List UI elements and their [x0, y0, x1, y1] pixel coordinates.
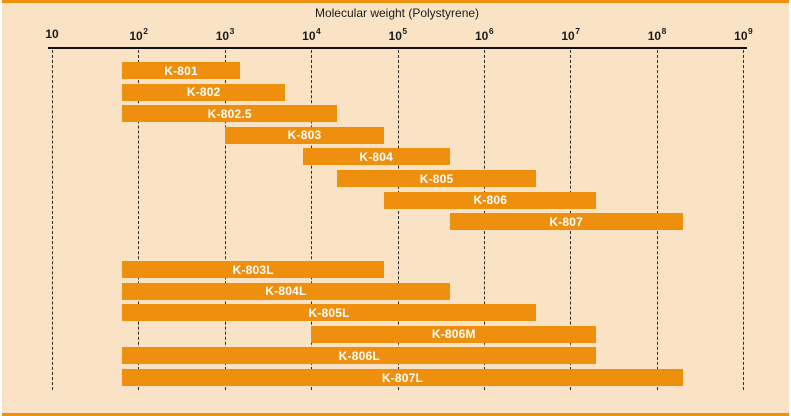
x-tick-label: 106 — [474, 26, 494, 43]
gridline — [224, 50, 226, 390]
range-bar-k-804l: K-804L — [122, 282, 450, 300]
gridline — [397, 50, 399, 390]
range-bar-k-804: K-804 — [302, 148, 450, 166]
chart-title: Molecular weight (Polystyrene) — [314, 6, 480, 20]
range-bar-k-806: K-806 — [384, 191, 597, 209]
bar-label: K-802.5 — [207, 106, 252, 121]
range-bar-k-805l: K-805L — [122, 304, 536, 322]
bar-label: K-807 — [549, 214, 584, 229]
bar-label: K-806M — [431, 327, 476, 342]
range-bar-k-802: K-802 — [122, 83, 286, 101]
bar-label: K-804L — [265, 284, 307, 299]
x-tick-label: 108 — [647, 26, 667, 43]
x-tick-label: 105 — [388, 26, 408, 43]
range-bar-k-807: K-807 — [449, 213, 683, 231]
bar-label: K-805L — [308, 305, 350, 320]
x-tick-label: 103 — [215, 26, 235, 43]
x-tick-label: 107 — [561, 26, 580, 43]
gridline — [743, 50, 745, 390]
gridline — [311, 50, 313, 390]
bar-label: K-806L — [338, 348, 380, 363]
gridline — [138, 50, 140, 390]
range-bar-k-803: K-803 — [224, 126, 385, 144]
top-border-strip — [2, 0, 789, 3]
range-bar-k-805: K-805 — [337, 170, 536, 187]
bar-label: K-806 — [473, 193, 508, 208]
x-tick-label: 10 — [45, 27, 59, 41]
bar-label: K-804 — [359, 149, 394, 164]
x-axis-line — [48, 47, 747, 49]
x-tick-label: 109 — [734, 26, 753, 43]
range-bar-k-802.5: K-802.5 — [122, 105, 338, 123]
range-bar-k-806m: K-806M — [311, 325, 597, 343]
range-bar-k-803l: K-803L — [122, 261, 385, 278]
bar-label: K-805 — [419, 171, 454, 186]
bar-label: K-801 — [164, 63, 198, 78]
bar-label: K-803L — [232, 262, 274, 277]
bar-label: K-807L — [381, 370, 424, 385]
bottom-border-strip — [2, 413, 789, 416]
gridline — [52, 50, 53, 390]
bar-label: K-803 — [287, 128, 322, 143]
x-tick-label: 102 — [129, 26, 148, 43]
x-tick-label: 104 — [302, 26, 321, 43]
range-bar-k-801: K-801 — [122, 62, 240, 79]
range-bar-k-807l: K-807L — [122, 369, 683, 386]
range-bar-k-806l: K-806L — [122, 347, 597, 365]
bar-label: K-802 — [186, 85, 221, 100]
